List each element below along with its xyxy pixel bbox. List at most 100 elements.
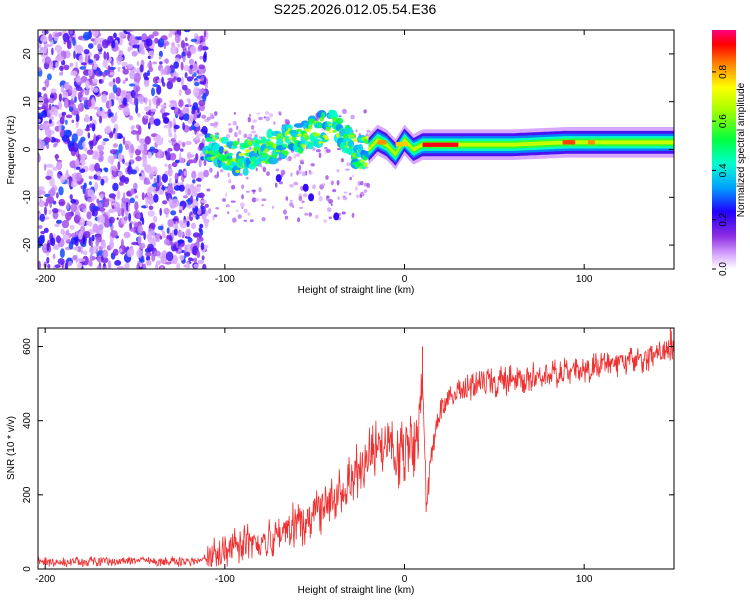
noise-blob (46, 242, 50, 252)
noise-blob (148, 98, 152, 109)
scatter-blob (231, 185, 236, 190)
noise-blob (173, 76, 177, 81)
snr-line (38, 330, 674, 568)
signal-blob (345, 127, 354, 135)
noise-blob (153, 177, 157, 184)
noise-blob (48, 103, 52, 111)
noise-blob (186, 160, 195, 164)
noise-blob (70, 233, 78, 238)
noise-blob (137, 225, 144, 234)
signal-blob (281, 143, 288, 148)
noise-blob (121, 91, 128, 96)
scatter-blob (233, 112, 237, 115)
noise-blob (194, 206, 199, 212)
noise-blob (55, 235, 61, 244)
noise-blob (117, 161, 121, 171)
noise-blob (198, 192, 205, 199)
noise-blob (55, 61, 59, 68)
noise-blob (167, 167, 173, 177)
noise-blob (138, 125, 142, 135)
noise-blob (143, 143, 148, 151)
noise-blob (178, 109, 181, 114)
scatter-blob (326, 195, 330, 199)
noise-blob (132, 39, 140, 44)
scatter-blob (342, 196, 348, 201)
noise-blob (78, 104, 81, 111)
noise-blob (126, 249, 134, 258)
scatter-blob (210, 114, 215, 120)
noise-blob (83, 182, 87, 189)
scatter-blob (251, 189, 257, 192)
signal-blob (318, 140, 322, 145)
noise-blob (163, 43, 166, 50)
noise-blob (102, 59, 108, 68)
noise-blob (173, 124, 180, 130)
scatter-blob (297, 217, 301, 223)
noise-blob (98, 51, 102, 55)
scatter-blob (359, 181, 364, 186)
scatter-blob (227, 172, 230, 178)
noise-blob (40, 230, 46, 235)
scatter-blob (301, 171, 306, 177)
noise-blob (70, 236, 78, 245)
noise-blob (70, 70, 78, 76)
noise-blob (178, 206, 183, 211)
noise-blob (195, 177, 202, 182)
noise-blob (203, 159, 207, 167)
hot-spot (587, 140, 595, 145)
noise-blob (143, 181, 151, 185)
noise-blob (196, 131, 200, 139)
bottom-x-axis-label: Height of straight line (km) (298, 585, 415, 596)
noise-blob (58, 124, 62, 133)
scatter-blob (318, 152, 322, 159)
noise-blob (123, 177, 129, 184)
noise-blob (161, 76, 164, 84)
noise-blob (134, 201, 139, 211)
scatter-blob (206, 188, 211, 192)
scatter-blob (249, 137, 253, 142)
scatter-blob (230, 200, 236, 203)
scatter-blob (261, 217, 266, 222)
noise-blob (43, 227, 49, 233)
signal-blob (351, 152, 357, 158)
scatter-blob (350, 114, 355, 120)
noise-blob (92, 78, 98, 84)
noise-blob (86, 221, 90, 226)
noise-blob (152, 83, 159, 88)
noise-blob (192, 232, 200, 238)
noise-blob (159, 191, 164, 195)
x-tick-label: -100 (215, 574, 235, 585)
signal-blob (302, 183, 309, 192)
noise-blob (90, 38, 95, 42)
noise-blob (122, 66, 126, 70)
noise-blob (118, 181, 124, 186)
noise-blob (193, 139, 201, 143)
noise-blob (188, 58, 195, 65)
scatter-blob (300, 185, 304, 191)
noise-blob (54, 44, 63, 53)
noise-blob (122, 136, 126, 146)
noise-blob (145, 252, 152, 257)
noise-blob (58, 186, 64, 196)
noise-blob (135, 86, 139, 97)
scatter-blob (209, 167, 213, 173)
noise-blob (95, 38, 102, 44)
noise-blob (58, 198, 66, 207)
noise-blob (79, 217, 86, 227)
noise-blob (135, 148, 141, 156)
noise-blob (81, 241, 87, 248)
noise-blob (91, 97, 96, 106)
noise-blob (73, 50, 76, 59)
noise-blob (147, 210, 155, 217)
signal-blob (267, 156, 279, 165)
scatter-blob (214, 111, 218, 116)
noise-blob (70, 180, 78, 188)
signal-blob (205, 137, 212, 142)
noise-blob (118, 50, 124, 57)
noise-blob (88, 123, 94, 128)
scatter-blob (312, 147, 316, 151)
noise-blob (125, 77, 128, 82)
noise-blob (49, 177, 55, 187)
noise-blob (150, 113, 154, 118)
noise-blob (117, 66, 121, 72)
